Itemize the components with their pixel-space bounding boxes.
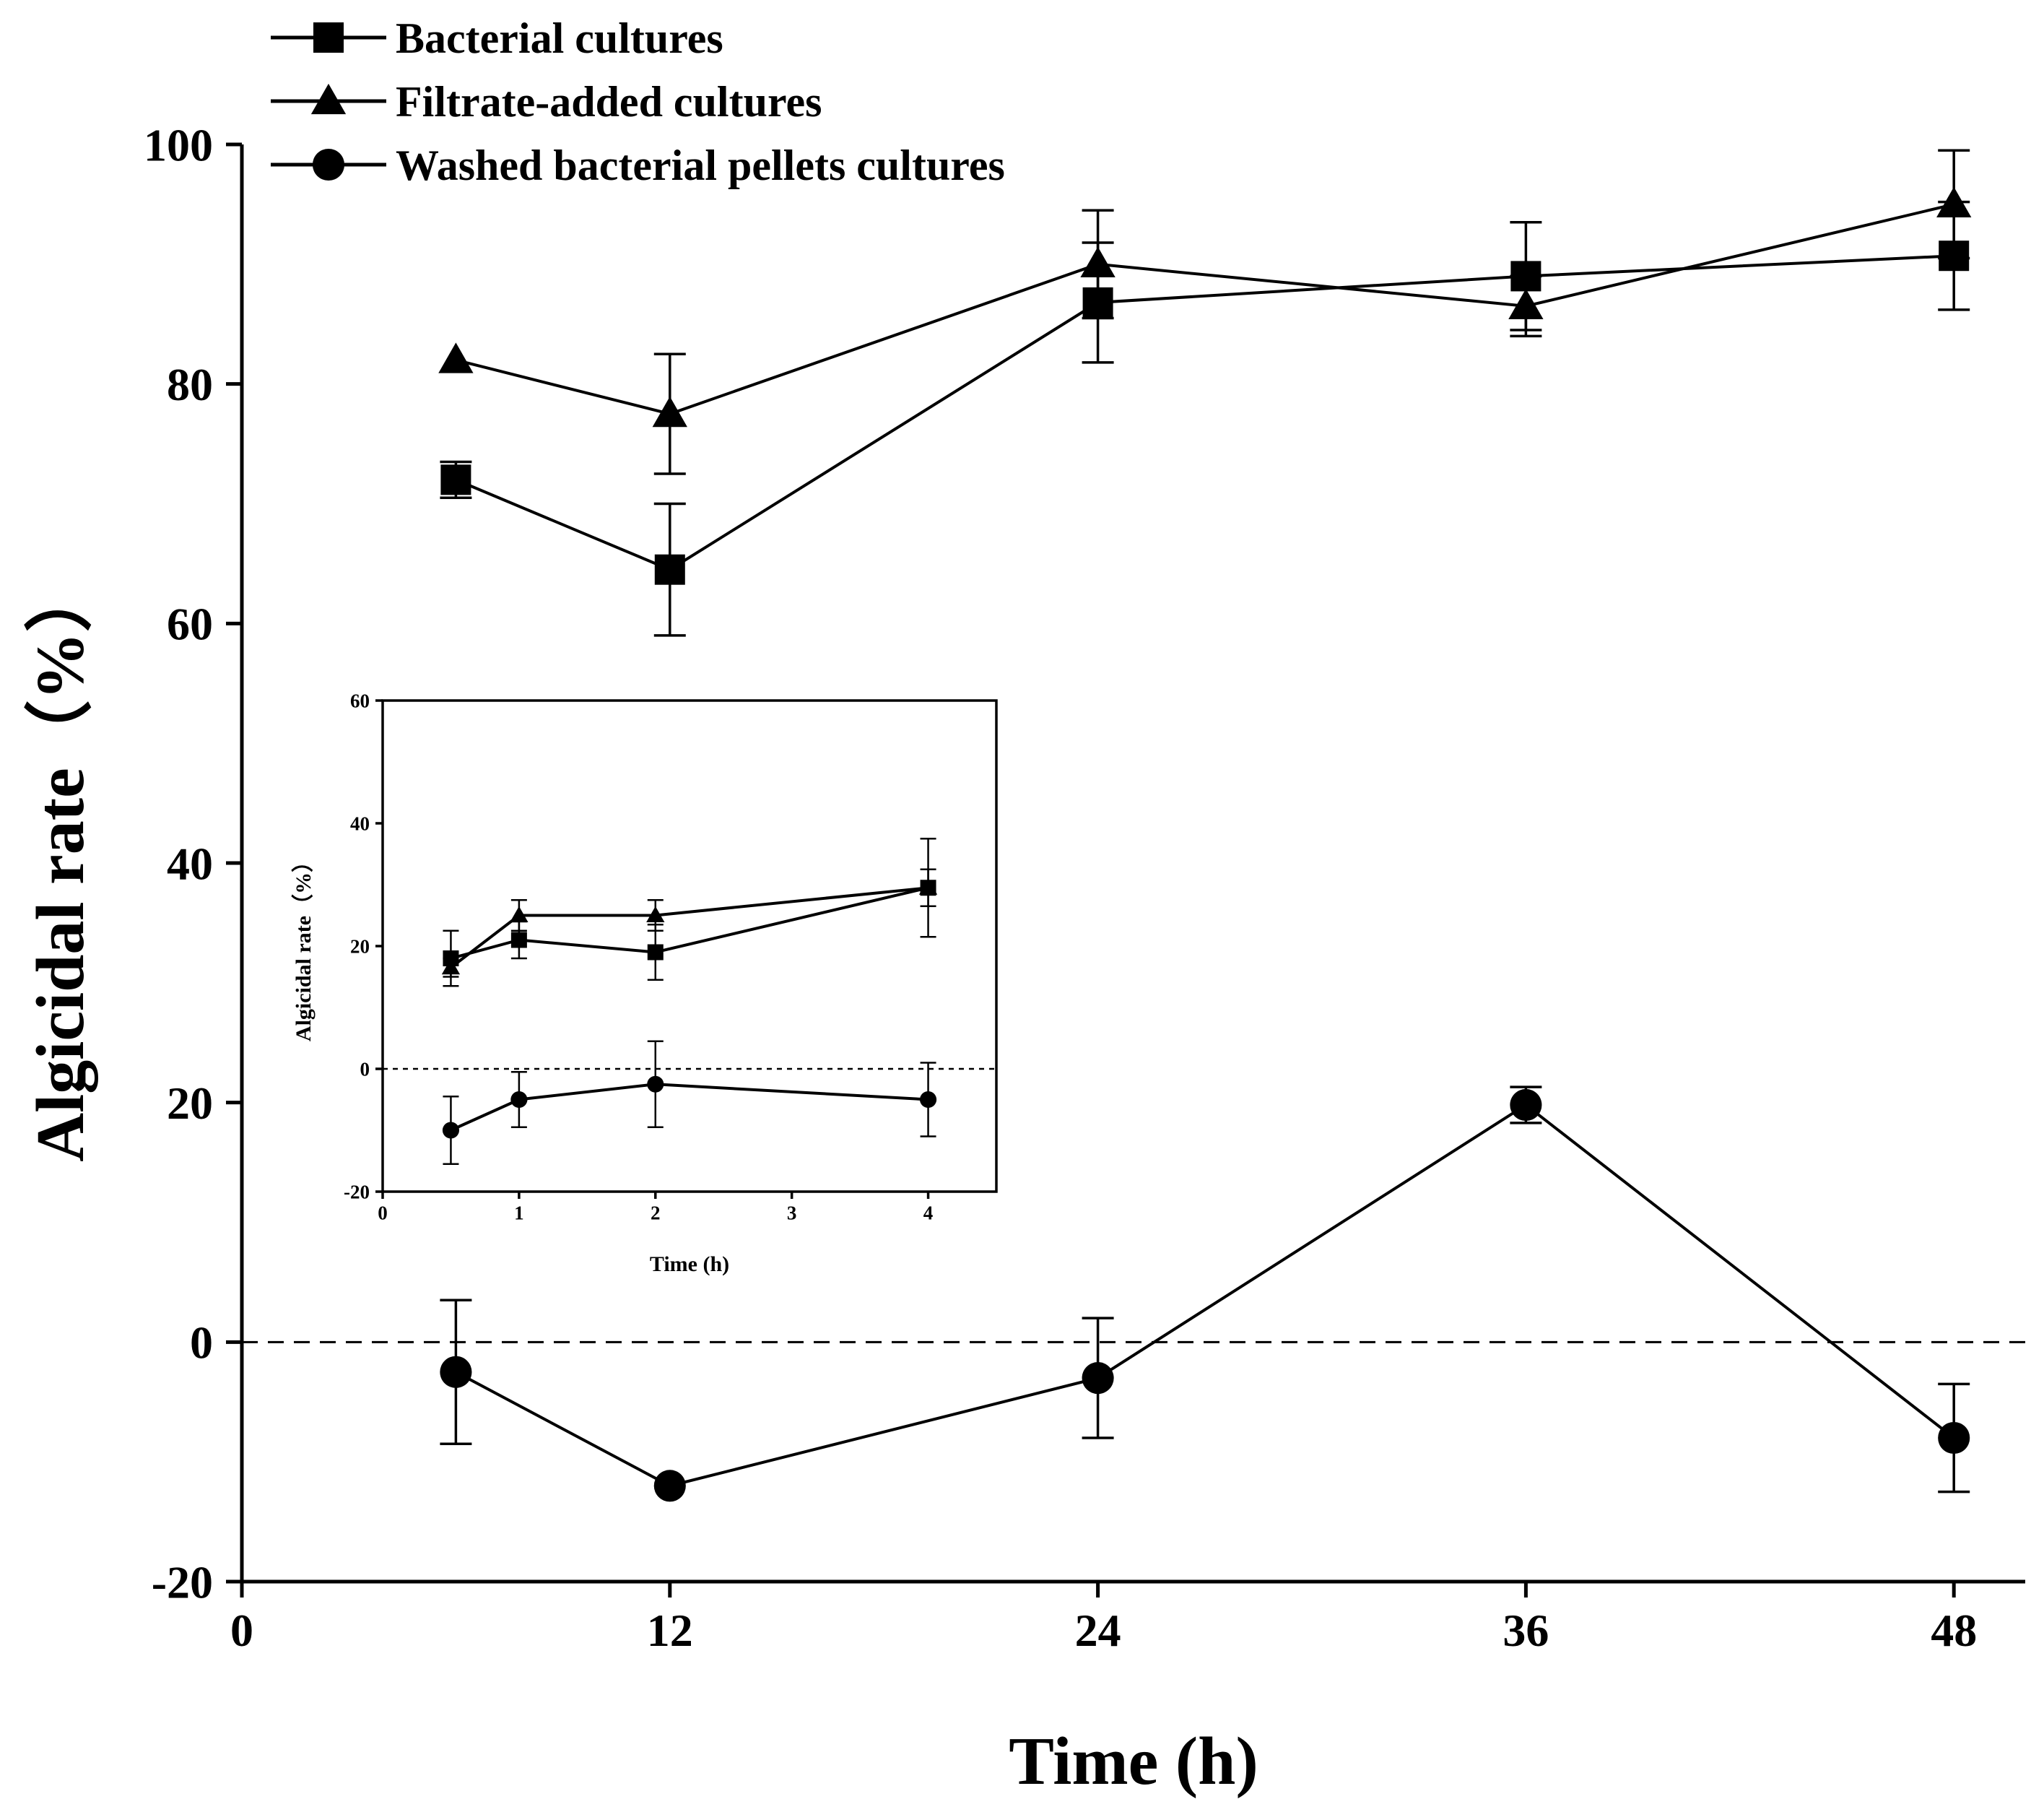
y-tick-label: 20 [167, 1078, 213, 1129]
data-point-circle [920, 1091, 937, 1109]
x-tick-label: 3 [787, 1202, 797, 1223]
y-tick-label: -20 [152, 1556, 213, 1608]
series-circle [442, 1040, 937, 1165]
y-axis-title: Algicidal rate（%） [291, 851, 316, 1041]
x-tick-label: 36 [1502, 1605, 1549, 1656]
legend-item: Bacterial cultures [271, 14, 723, 62]
data-point-triangle [1508, 288, 1544, 319]
series-line [455, 202, 1954, 416]
data-point-circle [653, 1470, 686, 1502]
legend-label: Washed bacterial pellets cultures [396, 142, 1005, 189]
y-tick-label: 80 [167, 359, 213, 410]
data-point-circle [1510, 1088, 1542, 1122]
data-point-circle [1938, 1421, 1970, 1455]
legend-marker-circle [312, 148, 345, 181]
data-point-triangle [1080, 246, 1115, 277]
y-tick-label: 100 [144, 119, 213, 170]
y-tick-label: 40 [350, 812, 370, 834]
y-axis-title: Algicidal rate（%） [23, 564, 98, 1162]
x-tick-label: 48 [1931, 1605, 1977, 1656]
data-point-square [510, 932, 527, 948]
y-tick-label: 20 [350, 935, 370, 957]
y-tick-label: 60 [167, 599, 213, 650]
series-line [450, 886, 929, 969]
x-tick-label: 0 [230, 1605, 253, 1656]
data-point-square [654, 554, 685, 585]
legend-label: Bacterial cultures [396, 14, 723, 62]
data-point-triangle [1936, 186, 1972, 218]
data-point-circle [440, 1356, 472, 1388]
x-tick-label: 12 [647, 1605, 693, 1656]
series-line [450, 886, 929, 960]
y-tick-label: -20 [344, 1181, 370, 1202]
data-point-circle [510, 1091, 528, 1109]
x-tick-label: 2 [651, 1202, 661, 1223]
data-point-square [647, 944, 664, 961]
legend-item: Filtrate-added cultures [271, 78, 822, 126]
x-axis-title: Time (h) [650, 1252, 729, 1276]
data-point-triangle [441, 958, 461, 975]
y-tick-label: 40 [167, 838, 213, 889]
data-point-circle [1082, 1362, 1114, 1395]
x-tick-label: 24 [1075, 1605, 1121, 1656]
x-axis-title: Time (h) [1009, 1724, 1258, 1799]
data-point-triangle [918, 878, 938, 895]
series-line [455, 254, 1954, 571]
y-tick-label: 60 [350, 690, 370, 711]
data-point-triangle [510, 906, 529, 922]
data-point-triangle [438, 342, 474, 373]
x-tick-label: 4 [923, 1202, 934, 1223]
data-point-square [440, 464, 471, 495]
y-tick-label: 0 [360, 1058, 370, 1080]
series-line [450, 1083, 929, 1132]
series-line [455, 1103, 1955, 1488]
legend-marker-triangle [310, 83, 347, 115]
inset-plot: -20 0 20 40 60 0 1 2 3 4 Time (h) Algicidal rate（%） [291, 690, 998, 1276]
legend: Bacterial cultures Filtrate-added culture… [271, 14, 1005, 189]
legend-item: Washed bacterial pellets cultures [271, 142, 1005, 189]
legend-label: Filtrate-added cultures [396, 78, 822, 126]
y-tick-label: 0 [190, 1317, 213, 1369]
series-triangle [438, 149, 1972, 475]
data-point-triangle [646, 906, 665, 922]
x-tick-label: 0 [378, 1202, 388, 1223]
series-circle [440, 1085, 1970, 1502]
data-point-circle [647, 1075, 664, 1093]
data-point-triangle [652, 396, 687, 428]
x-tick-label: 1 [514, 1202, 524, 1223]
series-triangle [441, 868, 938, 978]
data-point-circle [442, 1122, 459, 1139]
legend-marker-square [313, 22, 344, 53]
